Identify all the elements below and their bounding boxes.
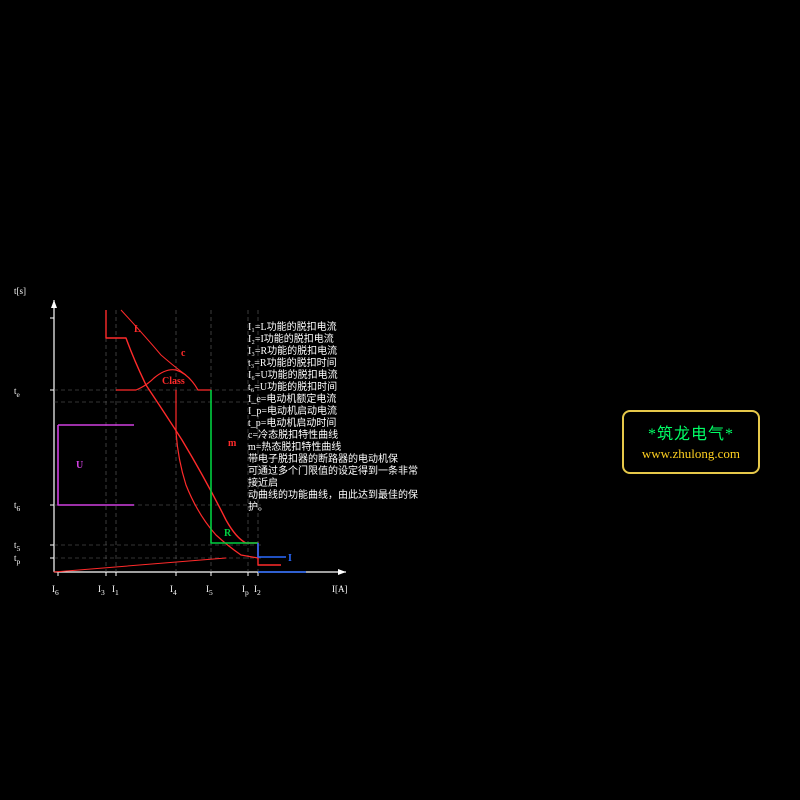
x-tick-I2: I2 <box>254 584 261 597</box>
x-tick-I6: I6 <box>52 584 59 597</box>
legend-line-2: I₃=R功能的脱扣电流 <box>248 346 488 358</box>
watermark-box: *筑龙电气* www.zhulong.com <box>622 410 760 474</box>
legend-line-3: t₃=R功能的脱扣时间 <box>248 358 488 370</box>
y-tick-t5: t5 <box>14 540 20 553</box>
x-tick-I1: I1 <box>112 584 119 597</box>
curve-label-R-vertical: R <box>224 528 231 539</box>
y-tick-tp: tp <box>14 553 20 566</box>
x-axis-label: I[A] <box>332 584 348 594</box>
curve-label-Class-curve-c: c <box>181 348 185 359</box>
y-tick-te: te <box>14 386 20 399</box>
legend-block: I₁=L功能的脱扣电流I₂=I功能的脱扣电流I₃=R功能的脱扣电流t₃=R功能的… <box>248 322 488 514</box>
x-tick-I4: I4 <box>170 584 177 597</box>
legend-line-4: I₆=U功能的脱扣电流 <box>248 370 488 382</box>
legend-line-6: I_e=电动机额定电流 <box>248 394 488 406</box>
legend-line-15: 护。 <box>248 502 488 514</box>
x-tick-I3: I3 <box>98 584 105 597</box>
curve-label-Class-peak: Class <box>162 376 185 387</box>
watermark-title: *筑龙电气* <box>642 420 740 444</box>
x-tick-I5: I5 <box>206 584 213 597</box>
legend-line-8: t_p=电动机启动时间 <box>248 418 488 430</box>
legend-line-9: c=冷态脱扣特性曲线 <box>248 430 488 442</box>
legend-line-7: I_p=电动机启动电流 <box>248 406 488 418</box>
legend-line-5: t₆=U功能的脱扣时间 <box>248 382 488 394</box>
curve-label-I-horizontal: I <box>288 553 292 564</box>
legend-line-14: 动曲线的功能曲线，由此达到最佳的保 <box>248 490 488 502</box>
y-tick-t6: t6 <box>14 500 20 513</box>
legend-line-13: 接近启 <box>248 478 488 490</box>
legend-line-10: m=热态脱扣特性曲线 <box>248 442 488 454</box>
legend-line-1: I₂=I功能的脱扣电流 <box>248 334 488 346</box>
curve-label-U-curve: U <box>76 460 83 471</box>
watermark-url: www.zhulong.com <box>642 446 740 462</box>
curve-label-L-curve: L <box>134 324 141 335</box>
curve-label-m-curve: m <box>228 438 236 449</box>
x-tick-Ip: Ip <box>242 584 249 597</box>
legend-line-0: I₁=L功能的脱扣电流 <box>248 322 488 334</box>
legend-line-11: 带电子脱扣器的断路器的电动机保 <box>248 454 488 466</box>
y-axis-label: t[s] <box>14 286 26 296</box>
legend-line-12: 可通过多个门限值的设定得到一条非常 <box>248 466 488 478</box>
